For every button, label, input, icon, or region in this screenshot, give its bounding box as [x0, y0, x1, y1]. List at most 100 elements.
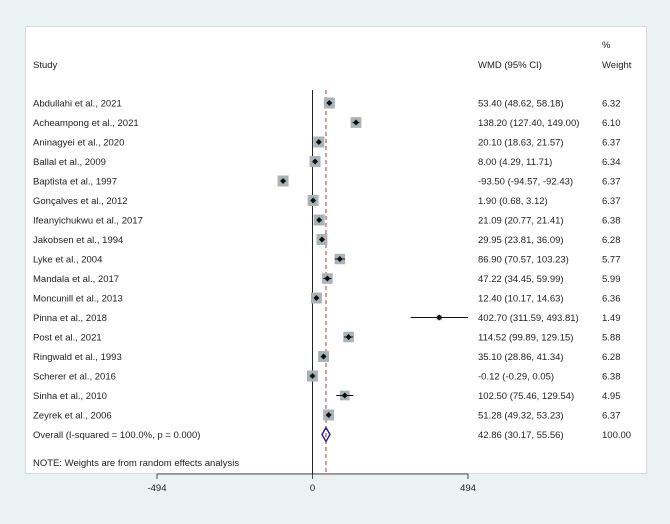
point-estimate [310, 197, 317, 204]
study-row: Post et al., 2021 114.52 (99.89, 129.15) 5… [33, 331, 621, 344]
study-name: Ballal et al., 2009 [33, 157, 106, 168]
point-estimate [316, 217, 323, 223]
study-name: Aninagyei et al., 2020 [33, 138, 124, 149]
point-estimate [313, 295, 320, 301]
weight-column-header: Weight [602, 60, 632, 71]
point-estimate [345, 334, 352, 340]
effect-estimate-text: 402.70 (311.59, 493.81) [478, 313, 579, 324]
point-estimate [325, 412, 332, 418]
overall-weight-text: 100.00 [602, 430, 631, 441]
weight-text: 6.37 [602, 196, 621, 207]
weight-text: 6.37 [602, 138, 621, 149]
study-row: Ifeanyichukwu et al., 2017 21.09 (20.77, … [33, 214, 621, 227]
study-row: Jakobsen et al., 1994 29.95 (23.81, 36.09… [33, 234, 621, 246]
point-estimate [336, 256, 343, 262]
effect-estimate-text: 20.10 (18.63, 21.57) [478, 138, 564, 149]
effect-estimate-text: 35.10 (28.86, 41.34) [478, 352, 564, 363]
effect-estimate-text: 53.40 (48.62, 58.18) [478, 99, 564, 110]
study-row: Moncunill et al., 2013 12.40 (10.17, 14.6… [33, 292, 621, 305]
point-estimate [326, 100, 333, 106]
study-column-header: Study [33, 60, 58, 71]
x-tick-label: -494 [147, 483, 166, 494]
weight-text: 6.37 [602, 411, 621, 422]
effect-estimate-text: 86.90 (70.57, 103.23) [478, 255, 569, 266]
weight-text: 6.36 [602, 294, 621, 305]
study-name: Baptista et al., 1997 [33, 177, 117, 188]
study-row: Lyke et al., 2004 86.90 (70.57, 103.23) 5.… [33, 253, 621, 266]
effect-column-header: WMD (95% CI) [478, 60, 542, 71]
point-estimate [324, 275, 331, 282]
study-name: Ifeanyichukwu et al., 2017 [33, 216, 143, 227]
point-estimate [280, 178, 287, 184]
point-estimate [315, 139, 322, 145]
weight-text: 6.38 [602, 216, 621, 227]
study-row: Ballal et al., 2009 8.00 (4.29, 11.71) 6.3… [33, 156, 621, 168]
weight-text: 6.37 [602, 177, 621, 188]
study-name: Pinna et al., 2018 [33, 313, 107, 324]
point-estimate [320, 353, 327, 360]
effect-estimate-text: 12.40 (10.17, 14.63) [478, 294, 564, 305]
point-estimate [353, 119, 360, 126]
study-name: Acheampong et al., 2021 [33, 118, 139, 129]
weight-text: 6.10 [602, 118, 621, 129]
study-name: Ringwald et al., 1993 [33, 352, 122, 363]
effect-estimate-text: 8.00 (4.29, 11.71) [478, 157, 552, 168]
study-row: Ringwald et al., 1993 35.10 (28.86, 41.34… [33, 351, 621, 363]
study-name: Abdullahi et al., 2021 [33, 99, 122, 110]
study-row: Gonçalves et al., 2012 1.90 (0.68, 3.12) 6… [33, 195, 621, 207]
study-name: Gonçalves et al., 2012 [33, 196, 128, 207]
study-row: Scherer et al., 2016 -0.12 (-0.29, 0.05) 6… [33, 370, 621, 383]
weight-text: 5.77 [602, 255, 621, 266]
effect-estimate-text: 51.28 (49.32, 53.23) [478, 411, 564, 422]
weight-header-percent: % [602, 40, 611, 51]
weight-text: 6.28 [602, 352, 621, 363]
study-row: Mandala et al., 2017 47.22 (34.45, 59.99)… [33, 273, 621, 285]
point-estimate [312, 158, 319, 165]
study-name: Scherer et al., 2016 [33, 372, 116, 383]
x-tick-label: 0 [310, 483, 315, 494]
study-row: Pinna et al., 2018 402.70 (311.59, 493.81… [33, 313, 621, 324]
study-row: Sinha et al., 2010 102.50 (75.46, 129.54)… [33, 390, 621, 402]
study-row: Baptista et al., 1997 -93.50 (-94.57, -92… [33, 175, 621, 188]
point-estimate [341, 392, 348, 399]
point-estimate [318, 236, 325, 243]
weight-text: 6.28 [602, 235, 621, 246]
study-name: Jakobsen et al., 1994 [33, 235, 123, 246]
effect-estimate-text: 47.22 (34.45, 59.99) [478, 274, 564, 285]
study-name: Zeyrek et al., 2006 [33, 411, 112, 422]
effect-estimate-text: -0.12 (-0.29, 0.05) [478, 372, 554, 383]
x-axis-ticks: -494 0 494 [147, 474, 476, 494]
study-row: Abdullahi et al., 2021 53.40 (48.62, 58.1… [33, 97, 621, 110]
weight-text: 5.88 [602, 333, 621, 344]
point-estimate [436, 314, 443, 321]
footnote: NOTE: Weights are from random effects an… [33, 458, 239, 469]
overall-label: Overall (I-squared = 100.0%, p = 0.000) [33, 430, 200, 441]
weight-text: 6.32 [602, 99, 621, 110]
x-tick-label: 494 [460, 483, 476, 494]
effect-estimate-text: 21.09 (20.77, 21.41) [478, 216, 564, 227]
overall-diamond [321, 426, 331, 443]
study-name: Sinha et al., 2010 [33, 391, 107, 402]
weight-text: 6.34 [602, 157, 621, 168]
study-name: Mandala et al., 2017 [33, 274, 119, 285]
effect-estimate-text: 29.95 (23.81, 36.09) [478, 235, 564, 246]
weight-text: 4.95 [602, 391, 621, 402]
plot-panel [25, 26, 647, 474]
effect-estimate-text: -93.50 (-94.57, -92.43) [478, 177, 573, 188]
study-name: Lyke et al., 2004 [33, 255, 102, 266]
weight-text: 6.38 [602, 372, 621, 383]
study-row: Zeyrek et al., 2006 51.28 (49.32, 53.23) 6… [33, 409, 621, 422]
study-name: Post et al., 2021 [33, 333, 102, 344]
study-row: Acheampong et al., 2021 138.20 (127.40, 1… [33, 117, 621, 129]
overall-row: Overall (I-squared = 100.0%, p = 0.000) 4… [33, 426, 631, 443]
study-name: Moncunill et al., 2013 [33, 294, 123, 305]
weight-text: 1.49 [602, 313, 621, 324]
effect-estimate-text: 138.20 (127.40, 149.00) [478, 118, 579, 129]
effect-estimate-text: 102.50 (75.46, 129.54) [478, 391, 574, 402]
effect-estimate-text: 114.52 (99.89, 129.15) [478, 333, 573, 344]
point-estimate [309, 373, 316, 379]
weight-text: 5.99 [602, 274, 621, 285]
study-rows: Abdullahi et al., 2021 53.40 (48.62, 58.1… [33, 97, 631, 443]
effect-estimate-text: 1.90 (0.68, 3.12) [478, 196, 548, 207]
